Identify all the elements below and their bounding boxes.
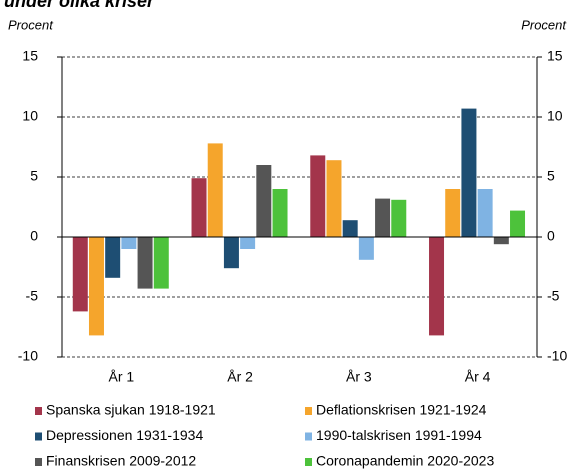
bar	[429, 237, 445, 336]
y2-tick-label: 10	[547, 108, 563, 124]
bar	[326, 160, 342, 237]
legend-swatch	[35, 458, 42, 466]
bar	[358, 237, 374, 260]
y-tick-label: 5	[30, 168, 38, 184]
y-tick-label: -5	[26, 288, 39, 304]
legend-swatch	[35, 407, 42, 415]
bar	[272, 189, 288, 237]
legend-swatch	[305, 458, 312, 466]
legend-label: Spanska sjukan 1918-1921	[46, 402, 216, 418]
y2-tick-label: -5	[547, 288, 560, 304]
bar	[310, 155, 326, 237]
y2-tick-label: 5	[547, 168, 555, 184]
legend-label: Coronapandemin 2020-2023	[316, 453, 494, 469]
y-tick-label: -10	[18, 348, 38, 364]
bar	[391, 199, 407, 237]
bar	[121, 237, 137, 249]
legend-swatch	[305, 432, 312, 441]
bar	[105, 237, 121, 278]
bar	[153, 237, 169, 289]
bar	[493, 237, 509, 245]
y-axis-label: Procent	[8, 17, 54, 32]
y2-tick-label: -10	[547, 348, 567, 364]
bar	[256, 165, 272, 237]
bar	[477, 189, 493, 237]
bar	[207, 143, 223, 237]
bar	[375, 198, 391, 237]
bar	[72, 237, 88, 312]
bar	[342, 220, 358, 237]
legend-swatch	[305, 407, 312, 415]
y2-axis-label: Procent	[521, 17, 567, 32]
bar	[191, 178, 207, 237]
y-tick-label: 0	[30, 228, 38, 244]
legend-label: Depressionen 1931-1934	[46, 427, 203, 443]
y2-tick-label: 15	[547, 48, 563, 64]
chart-title: under olika kriser	[4, 0, 155, 11]
x-tick-label: År 2	[227, 369, 253, 385]
x-tick-label: År 3	[346, 369, 372, 385]
x-tick-label: År 4	[465, 369, 491, 385]
legend-label: Finanskrisen 2009-2012	[46, 453, 196, 469]
bar	[510, 210, 526, 237]
bar	[461, 108, 477, 237]
bar	[137, 237, 153, 289]
bar	[240, 237, 256, 249]
legend-label: 1990-talskrisen 1991-1994	[316, 427, 482, 443]
bar	[88, 237, 104, 336]
y-tick-label: 10	[22, 108, 38, 124]
y2-tick-label: 0	[547, 228, 555, 244]
y-tick-label: 15	[22, 48, 38, 64]
bar	[223, 237, 239, 269]
bar	[445, 189, 461, 237]
legend-label: Deflationskrisen 1921-1924	[316, 402, 487, 418]
legend-swatch	[35, 432, 42, 441]
x-tick-label: År 1	[109, 369, 135, 385]
